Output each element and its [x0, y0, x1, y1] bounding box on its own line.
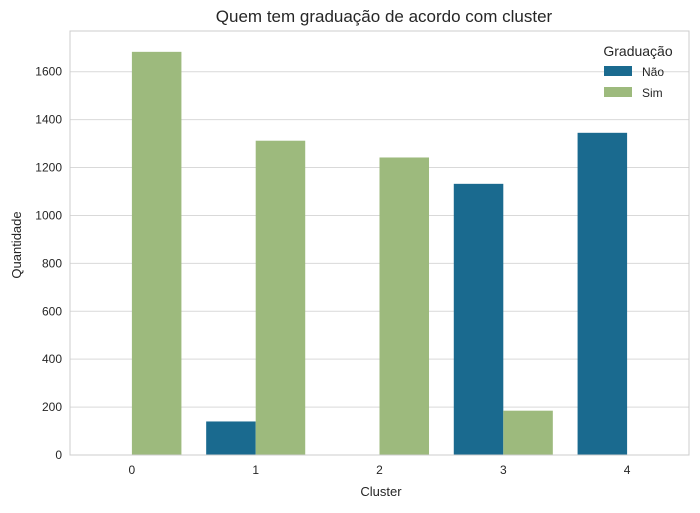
chart-title: Quem tem graduação de acordo com cluster	[216, 7, 553, 26]
y-tick-label: 1600	[35, 65, 62, 79]
x-tick-label: 2	[376, 463, 383, 477]
legend-title: Graduação	[603, 43, 672, 59]
y-tick-label: 200	[42, 400, 62, 414]
bar-cluster-2-sim	[379, 157, 430, 455]
y-tick-labels: 0 200 400 600 800 1000 1200 1400 1600	[35, 65, 62, 462]
bar-cluster-1-n-o	[206, 421, 256, 455]
x-tick-label: 3	[500, 463, 507, 477]
bar-cluster-4-n-o	[577, 132, 628, 455]
y-axis-label: Quantidade	[9, 211, 24, 278]
bar-cluster-3-sim	[503, 410, 553, 455]
x-tick-label: 4	[624, 463, 631, 477]
legend: Graduação Não Sim	[603, 43, 672, 100]
legend-label-sim: Sim	[642, 86, 663, 100]
y-tick-label: 800	[42, 256, 62, 270]
plot-frame	[69, 30, 690, 456]
y-tick-label: 400	[42, 352, 62, 366]
bar-cluster-1-sim	[255, 140, 306, 455]
y-tick-label: 1400	[35, 113, 62, 127]
x-axis-label: Cluster	[360, 484, 402, 499]
bar-cluster-0-sim	[131, 51, 182, 456]
legend-swatch-sim	[604, 87, 632, 97]
y-tick-label: 600	[42, 304, 62, 318]
y-tick-label: 1200	[35, 161, 62, 175]
x-tick-labels: 0 1 2 3 4	[129, 463, 631, 477]
x-tick-label: 0	[129, 463, 136, 477]
y-tick-label: 0	[55, 448, 62, 462]
legend-label-nao: Não	[642, 65, 664, 79]
x-tick-label: 1	[252, 463, 259, 477]
bar-cluster-3-n-o	[453, 183, 504, 455]
bars	[131, 51, 628, 456]
y-tick-label: 1000	[35, 208, 62, 222]
legend-swatch-nao	[604, 66, 632, 76]
